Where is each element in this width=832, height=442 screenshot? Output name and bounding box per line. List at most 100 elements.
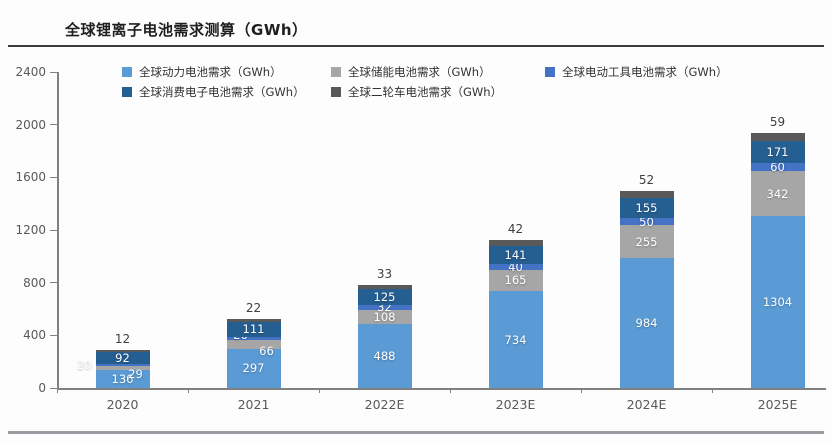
bar-segment-two-wheeler-2022E	[357, 284, 412, 289]
bar-value-label-power-2021: 297	[242, 361, 265, 376]
bar-value-label-consumer-electronics-2022E: 125	[373, 290, 396, 305]
y-axis-tick	[50, 176, 57, 178]
x-axis-tick	[188, 388, 189, 393]
bar-value-label-consumer-electronics-2024E: 155	[635, 201, 658, 216]
bar-segment-storage-2025E	[750, 171, 805, 217]
bar-value-label-storage-2023E: 165	[504, 273, 527, 288]
x-axis-tick	[319, 388, 320, 393]
bar-segment-storage-2024E	[619, 224, 674, 259]
x-axis-tick	[450, 388, 451, 393]
bar-segment-consumer-electronics-2024E	[619, 197, 674, 219]
bar-segment-power-2025E	[750, 216, 805, 388]
title-divider	[8, 45, 824, 47]
bar-segment-power-2022E	[357, 323, 412, 388]
legend-label-storage: 全球储能电池需求（GWh）	[348, 65, 491, 79]
x-axis-category-label: 2024E	[626, 397, 667, 412]
bar-segment-consumer-electronics-2020	[95, 351, 150, 364]
bar-value-label-storage-2025E: 342	[766, 186, 789, 201]
y-axis-tick	[50, 71, 57, 73]
legend-item-two-wheeler: 全球二轮车电池需求（GWh）	[331, 84, 545, 101]
bottom-divider	[8, 431, 824, 434]
legend-swatch-two-wheeler	[331, 87, 341, 97]
bar-value-label-storage-2024E: 255	[635, 234, 658, 249]
y-axis-tick	[50, 229, 57, 231]
chart-title: 全球锂离子电池需求测算（GWh）	[65, 21, 308, 39]
bar-value-label-power-2020: 136	[111, 372, 134, 387]
bar-top-label-2025E: 59	[769, 115, 786, 130]
x-axis-line	[57, 388, 826, 390]
y-axis-tick	[50, 282, 57, 284]
legend-swatch-consumer-electronics	[122, 87, 132, 97]
bar-segment-power-2021	[226, 348, 281, 388]
legend-label-two-wheeler: 全球二轮车电池需求（GWh）	[348, 85, 503, 99]
y-axis-tick-label: 400	[23, 328, 46, 343]
bar-segment-storage-2021	[226, 340, 281, 349]
y-axis-tick-label: 0	[38, 381, 46, 395]
bar-value-label-consumer-electronics-2020: 92	[115, 350, 130, 365]
y-axis-tick-label: 800	[23, 275, 46, 290]
x-axis-tick	[57, 388, 58, 393]
bar-segment-power-tool-2024E	[619, 218, 674, 225]
bar-value-label-consumer-electronics-2025E: 171	[766, 145, 789, 160]
legend-row: 全球动力电池需求（GWh） 全球储能电池需求（GWh） 全球电动工具电池需求（GWh…	[122, 64, 728, 81]
legend-swatch-power	[122, 67, 132, 77]
legend-swatch-storage	[331, 67, 341, 77]
bar-value-label-power-2022E: 488	[373, 348, 396, 363]
legend-item-consumer-electronics: 全球消费电子电池需求（GWh）	[122, 84, 331, 101]
x-axis-category-label: 2023E	[495, 397, 536, 412]
bar-top-label-2021: 22	[245, 301, 262, 316]
bar-segment-power-tool-2023E	[488, 264, 543, 270]
bar-top-label-2022E: 33	[376, 266, 393, 281]
x-axis-tick	[712, 388, 713, 393]
legend-item-storage: 全球储能电池需求（GWh）	[331, 64, 545, 81]
bar-value-label-power-tool-2020: 20	[76, 357, 92, 372]
bar-top-label-2020: 12	[114, 331, 131, 346]
bar-segment-storage-2022E	[357, 309, 412, 324]
y-axis-tick-label: 1600	[15, 170, 46, 185]
y-axis-tick	[50, 387, 57, 389]
bar-segment-power-tool-2022E	[357, 305, 412, 310]
x-axis-category-label: 2021	[237, 397, 270, 412]
bar-top-label-2024E: 52	[638, 173, 655, 188]
bar-segment-consumer-electronics-2021	[226, 322, 281, 337]
bar-value-label-storage-2021: 66	[259, 343, 274, 358]
x-axis-category-label: 2022E	[364, 397, 405, 412]
bar-segment-two-wheeler-2025E	[750, 133, 805, 141]
bar-value-label-consumer-electronics-2021: 111	[242, 322, 265, 337]
chart-legend: 全球动力电池需求（GWh） 全球储能电池需求（GWh） 全球电动工具电池需求（GWh…	[122, 64, 728, 101]
bar-segment-consumer-electronics-2022E	[357, 288, 412, 306]
bar-segment-power-2023E	[488, 291, 543, 388]
bar-value-label-power-tool-2025E: 60	[770, 160, 785, 175]
bar-value-label-power-2024E: 984	[635, 316, 658, 331]
bar-value-label-power-2023E: 734	[504, 332, 527, 347]
bar-segment-power-2024E	[619, 258, 674, 388]
y-axis-tick	[50, 124, 57, 126]
legend-swatch-power-tool	[545, 67, 555, 77]
y-axis-tick-label: 2000	[15, 117, 46, 132]
bar-segment-two-wheeler-2021	[226, 319, 281, 323]
legend-item-power: 全球动力电池需求（GWh）	[122, 64, 331, 81]
legend-label-power: 全球动力电池需求（GWh）	[139, 65, 282, 79]
bar-segment-storage-2023E	[488, 269, 543, 292]
y-axis-line	[57, 72, 59, 388]
bar-value-label-power-2025E: 1304	[762, 295, 793, 310]
bar-segment-power-tool-2025E	[750, 163, 805, 172]
y-axis-tick	[50, 334, 57, 336]
bar-segment-power-2020	[95, 370, 150, 388]
bar-segment-storage-2020	[95, 366, 150, 371]
x-axis-category-label: 2020	[106, 397, 139, 412]
legend-row: 全球消费电子电池需求（GWh） 全球二轮车电池需求（GWh）	[122, 84, 728, 101]
y-axis-tick-label: 2400	[15, 65, 46, 79]
legend-label-consumer-electronics: 全球消费电子电池需求（GWh）	[139, 85, 305, 99]
bar-segment-power-tool-2021	[226, 336, 281, 341]
x-axis-tick	[581, 388, 582, 393]
bar-segment-power-tool-2020	[95, 363, 150, 367]
bar-value-label-storage-2020: 29	[128, 367, 143, 382]
legend-item-power-tool: 全球电动工具电池需求（GWh）	[545, 64, 728, 81]
y-axis-tick-label: 1200	[15, 223, 46, 237]
bar-top-label-2023E: 42	[507, 222, 524, 237]
x-axis-category-label: 2025E	[757, 397, 798, 412]
bar-value-label-storage-2022E: 108	[373, 309, 396, 324]
